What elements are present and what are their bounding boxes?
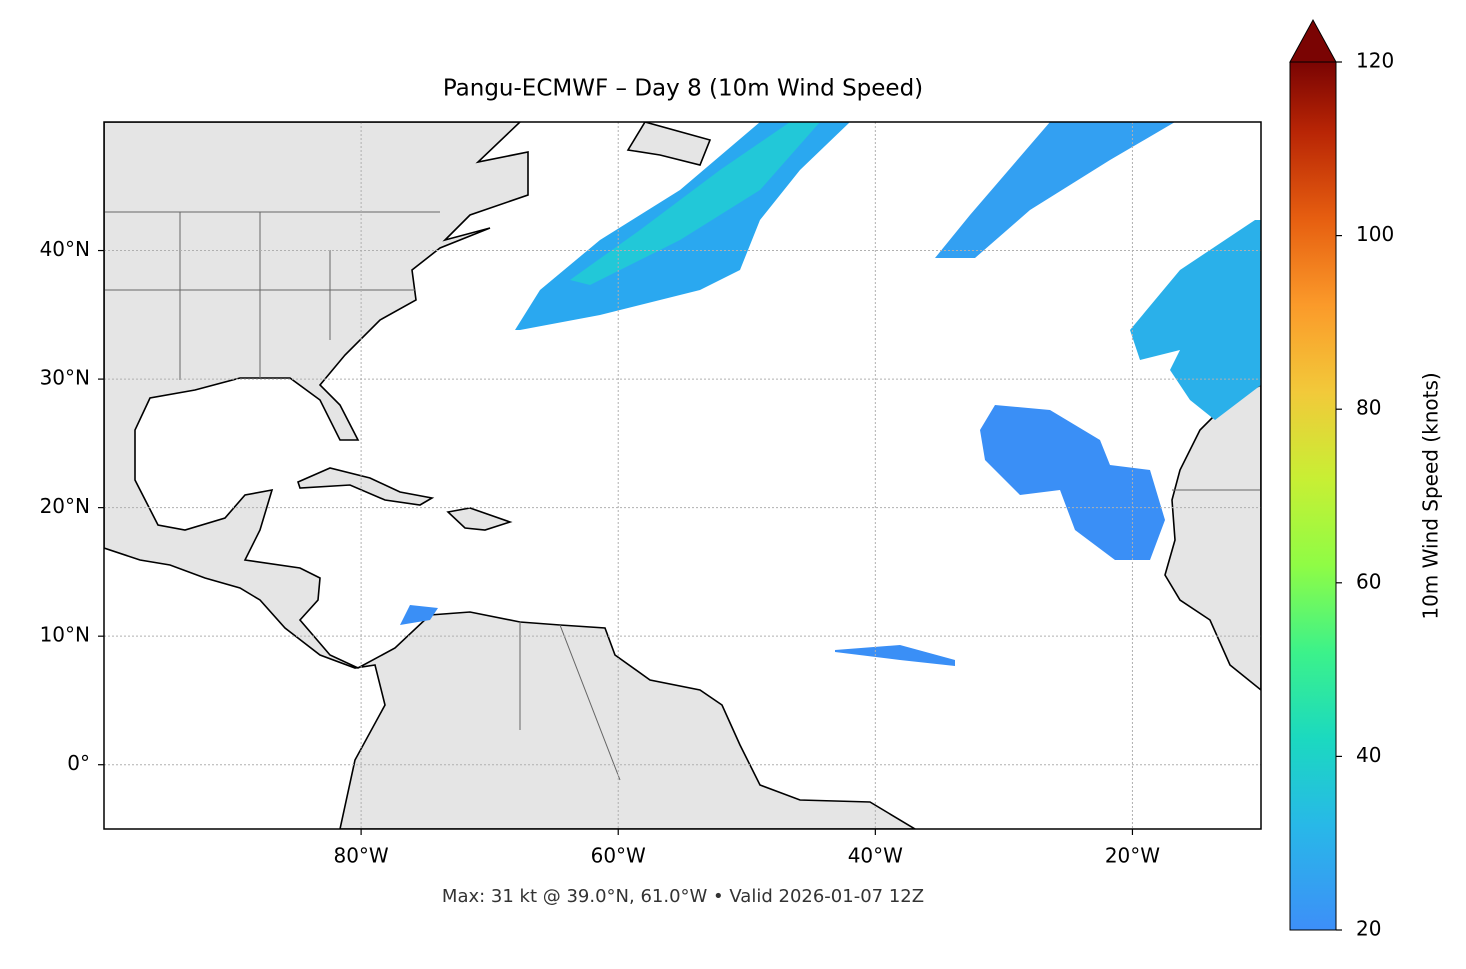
wind-area (1130, 220, 1261, 420)
x-tick-label: 80°W (333, 844, 388, 868)
colorbar-tick-label: 100 (1356, 222, 1394, 246)
colorbar-tick-label: 80 (1356, 396, 1381, 420)
annotation: Max: 31 kt @ 39.0°N, 61.0°W • Valid 2026… (442, 886, 924, 907)
chart-title: Pangu-ECMWF – Day 8 (10m Wind Speed) (443, 76, 923, 102)
colorbar (1289, 61, 1337, 931)
y-tick-label: 10°N (40, 623, 90, 647)
newfoundland (626, 122, 712, 166)
wind-area (570, 122, 820, 285)
cuba (297, 467, 435, 506)
colorbar-tick-label: 20 (1356, 917, 1381, 941)
americas (104, 122, 917, 829)
x-tick-label: 60°W (591, 844, 646, 868)
wind-area (400, 605, 955, 666)
colorbar-tick-label: 60 (1356, 569, 1381, 593)
colorbar-label: 10m Wind Speed (knots) (1419, 372, 1443, 619)
colorbar-tick-label: 120 (1356, 49, 1394, 73)
map-frame (103, 121, 1262, 830)
x-tick-label: 20°W (1105, 844, 1160, 868)
y-tick-label: 30°N (40, 366, 90, 390)
x-tick-label: 40°W (848, 844, 903, 868)
y-tick-label: 20°N (40, 494, 90, 518)
africa (1164, 384, 1261, 692)
map (104, 122, 1261, 829)
y-tick-label: 0° (67, 751, 90, 775)
borders (104, 211, 1261, 781)
wind-area (980, 405, 1165, 560)
y-tick-label: 40°N (40, 237, 90, 261)
wind-area (935, 122, 1175, 258)
colorbar-extend (1289, 18, 1337, 63)
colorbar-tick-label: 40 (1356, 743, 1381, 767)
hispaniola (446, 507, 513, 531)
